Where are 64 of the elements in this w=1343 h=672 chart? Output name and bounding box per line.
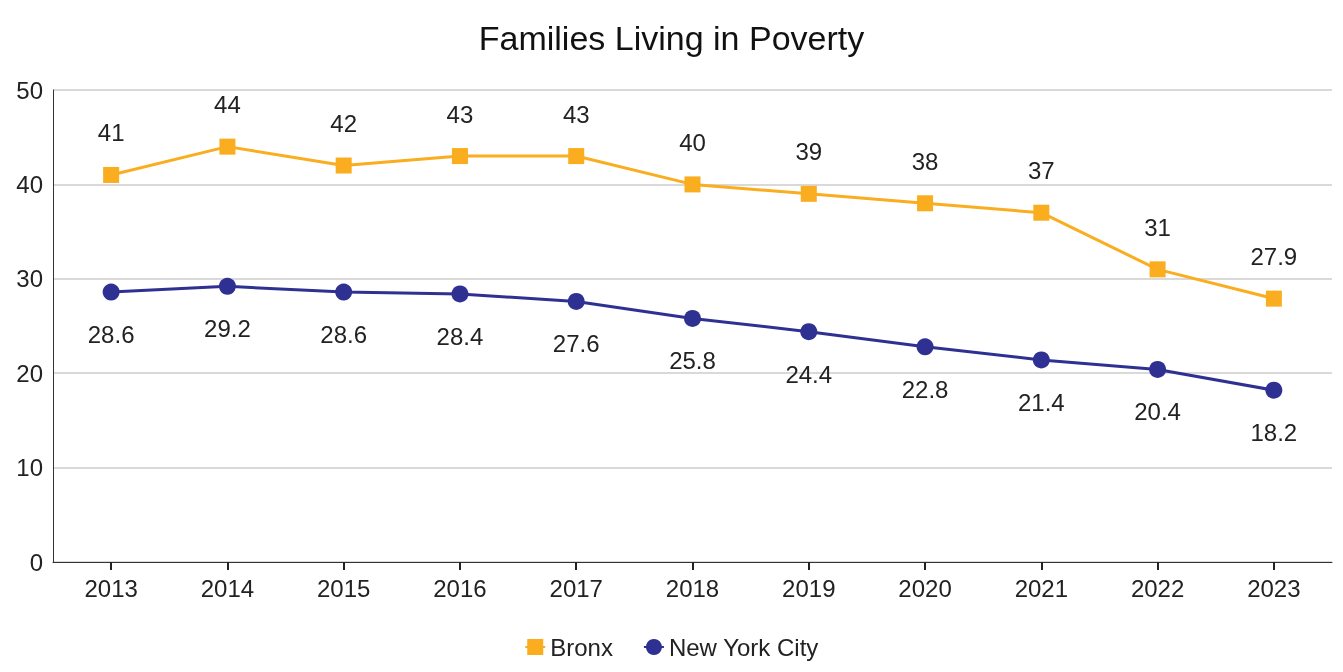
point <box>1265 381 1283 399</box>
x-tick-label: 2018 <box>665 574 720 602</box>
x-tick-label: 2014 <box>200 574 255 602</box>
point <box>102 283 120 301</box>
chart-title: Families Living in Poverty <box>478 19 865 57</box>
x-tick-label: 2015 <box>316 574 371 602</box>
point <box>684 309 701 327</box>
legend-label: New York City <box>668 633 819 661</box>
point <box>567 292 585 310</box>
point <box>103 166 120 183</box>
data-label: 21.4 <box>1017 388 1065 416</box>
data-label: 39 <box>795 138 823 166</box>
data-label: 24.4 <box>785 360 833 388</box>
data-label: 31 <box>1144 213 1171 241</box>
data-label: 44 <box>214 91 241 119</box>
data-label: 28.6 <box>320 321 368 349</box>
x-tick-label: 2017 <box>549 574 603 602</box>
x-tick-label: 2016 <box>433 574 487 602</box>
data-label: 22.8 <box>901 375 949 403</box>
point <box>219 138 236 155</box>
data-label: 38 <box>911 147 939 175</box>
data-label: 43 <box>446 100 474 128</box>
data-label: 28.6 <box>87 321 135 349</box>
y-tick-label: 20 <box>16 359 43 387</box>
point <box>1033 204 1050 221</box>
x-tick-label: 2021 <box>1014 574 1069 602</box>
point <box>1265 290 1282 307</box>
x-tick-label: 2022 <box>1130 574 1185 602</box>
x-tick-label: 2023 <box>1247 574 1301 602</box>
y-tick-label: 40 <box>16 170 43 198</box>
data-label: 29.2 <box>204 315 251 343</box>
data-label: 27.6 <box>552 330 600 358</box>
y-tick-label: 50 <box>16 76 43 104</box>
data-label: 42 <box>330 110 358 138</box>
point <box>684 176 701 193</box>
point <box>1149 360 1167 378</box>
y-tick-label: 0 <box>29 548 43 576</box>
data-label: 28.4 <box>436 322 484 350</box>
legend-label: Bronx <box>550 633 613 661</box>
data-label: 25.8 <box>669 347 716 375</box>
point <box>800 323 818 341</box>
y-tick-label: 30 <box>16 265 43 293</box>
x-tick-label: 2020 <box>898 574 952 602</box>
data-label: 40 <box>679 128 706 156</box>
point <box>335 157 352 174</box>
data-label: 27.9 <box>1250 243 1298 271</box>
y-tick-label: 10 <box>16 454 43 482</box>
data-label: 37 <box>1027 157 1055 185</box>
x-tick-label: 2019 <box>782 574 836 602</box>
data-label: 41 <box>97 119 125 147</box>
point <box>451 148 468 165</box>
point <box>568 148 585 165</box>
point <box>335 283 353 301</box>
point <box>1032 351 1050 369</box>
point <box>917 195 934 212</box>
point <box>451 285 469 303</box>
data-label: 18.2 <box>1250 419 1298 447</box>
x-tick-label: 2013 <box>84 574 138 602</box>
point <box>218 277 236 295</box>
point <box>1149 261 1166 278</box>
data-label: 43 <box>562 100 590 128</box>
point <box>800 185 817 202</box>
point <box>916 338 934 356</box>
data-label: 20.4 <box>1134 398 1181 426</box>
